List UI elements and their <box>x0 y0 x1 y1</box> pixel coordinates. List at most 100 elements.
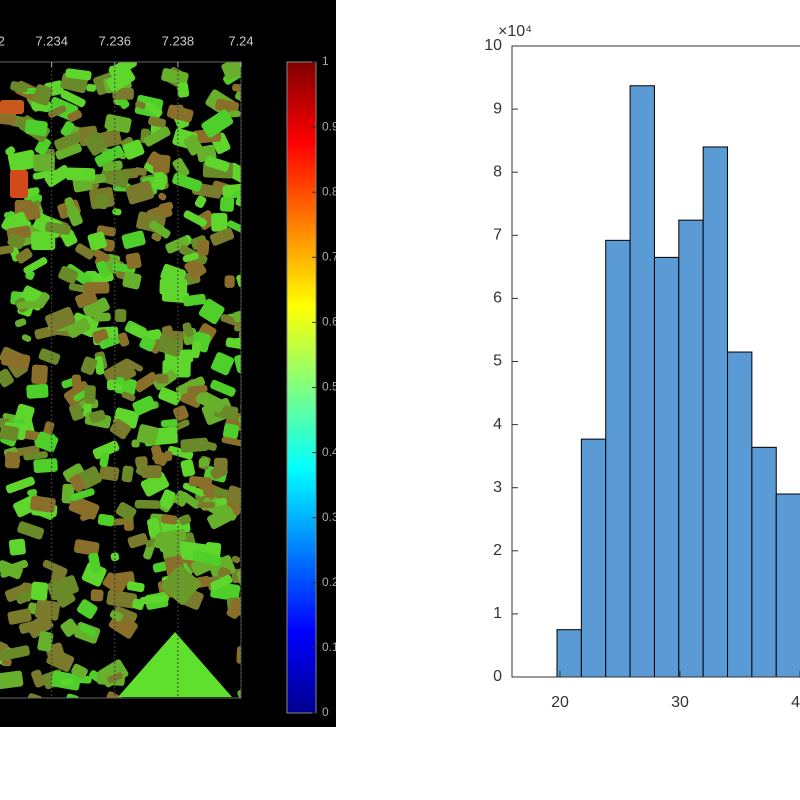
building <box>224 275 235 288</box>
building <box>1 350 31 370</box>
building <box>126 581 145 593</box>
building <box>219 196 235 212</box>
building <box>143 126 171 147</box>
building <box>154 171 166 185</box>
building <box>187 384 208 394</box>
building <box>180 437 209 453</box>
building <box>169 104 185 120</box>
building <box>201 109 234 138</box>
building <box>87 231 107 251</box>
map-panel: 7.232 7.234 7.236 7.238 7.24 0 0.1 0.2 0.3 0.4 0.5… <box>0 0 339 727</box>
building <box>62 463 85 483</box>
building <box>99 465 120 482</box>
building <box>161 68 189 86</box>
building <box>32 84 53 106</box>
map-axes-box <box>0 61 242 699</box>
building <box>108 62 137 79</box>
building <box>121 391 136 402</box>
y-tick-label: 4 <box>493 416 502 433</box>
building <box>94 145 124 167</box>
building <box>175 376 206 396</box>
building <box>37 631 54 652</box>
building <box>179 389 203 408</box>
building <box>222 423 240 440</box>
building <box>15 248 33 264</box>
building <box>154 426 179 445</box>
building <box>71 663 88 679</box>
building <box>65 167 96 181</box>
building <box>84 132 108 156</box>
building <box>161 325 173 336</box>
y-tick-label: 3 <box>493 479 502 496</box>
building <box>198 457 210 468</box>
building <box>42 559 68 576</box>
building <box>182 322 194 338</box>
building <box>151 232 162 242</box>
building <box>8 538 26 556</box>
building <box>227 220 241 233</box>
building <box>60 90 86 108</box>
building <box>195 389 226 413</box>
building <box>117 332 130 347</box>
building <box>147 517 161 538</box>
building <box>152 154 171 174</box>
building <box>23 257 48 275</box>
building <box>188 475 213 488</box>
histogram-bar <box>702 146 729 678</box>
building <box>211 352 235 376</box>
building <box>131 439 140 448</box>
building <box>35 431 59 453</box>
building <box>77 599 98 619</box>
colorbar-tick-label: 0.3 <box>322 510 339 524</box>
building <box>231 555 241 564</box>
colorbar-tick-label: 0.4 <box>322 445 339 459</box>
building <box>149 220 171 239</box>
building <box>80 511 97 521</box>
building <box>110 552 120 562</box>
building <box>0 368 14 388</box>
building <box>159 489 176 509</box>
colorbar-tick-label: 0.7 <box>322 249 339 263</box>
building <box>115 376 125 385</box>
building <box>135 100 146 110</box>
building <box>31 231 56 251</box>
building <box>94 356 105 375</box>
building <box>30 581 49 601</box>
building <box>93 249 110 262</box>
building <box>158 387 182 406</box>
building <box>160 263 187 286</box>
building <box>102 160 123 172</box>
building <box>66 206 83 227</box>
building <box>80 356 98 375</box>
x-tick-label: 40 <box>791 694 800 711</box>
building <box>65 68 92 81</box>
building <box>207 506 236 530</box>
building <box>67 109 83 122</box>
building <box>58 265 79 284</box>
building <box>83 281 110 294</box>
building <box>222 183 241 199</box>
building <box>125 180 155 205</box>
x-tick-label: 7.238 <box>162 33 195 48</box>
building <box>66 317 91 338</box>
colorbar <box>286 61 317 714</box>
building <box>94 193 109 210</box>
building <box>106 691 130 698</box>
building <box>220 314 241 327</box>
building <box>26 613 54 639</box>
building <box>0 424 19 442</box>
building <box>155 373 169 384</box>
building <box>232 306 241 323</box>
building <box>88 552 101 573</box>
building <box>134 499 161 509</box>
building <box>139 594 169 605</box>
building <box>160 418 178 428</box>
building <box>172 172 203 192</box>
building <box>153 532 182 554</box>
building <box>144 102 163 117</box>
building <box>15 591 32 605</box>
building <box>225 337 241 350</box>
building <box>196 239 210 256</box>
building <box>7 559 29 573</box>
